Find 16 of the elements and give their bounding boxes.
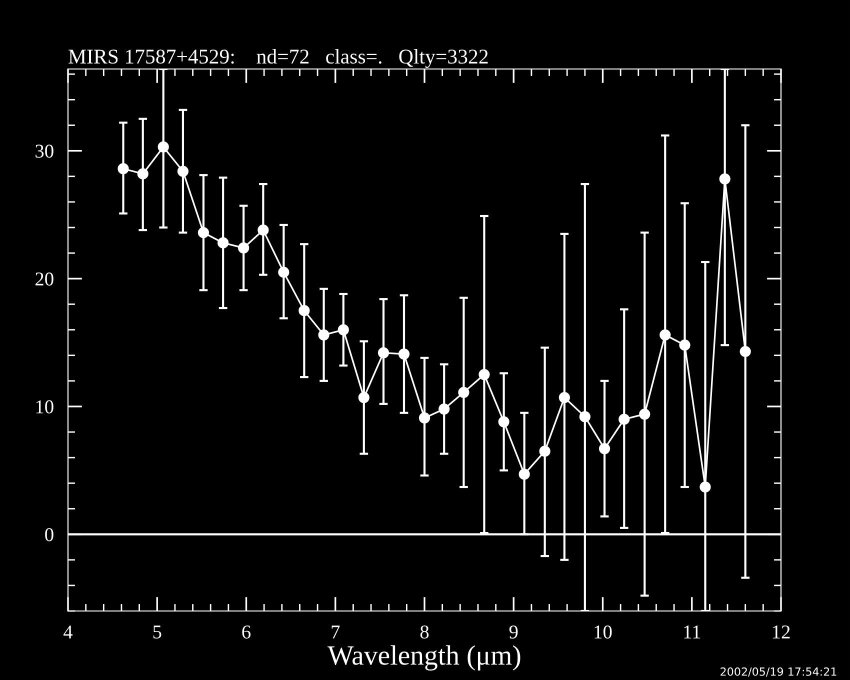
x-tick-label: 7 — [332, 626, 340, 638]
x-tick-label: 10 — [594, 625, 612, 639]
y-tick-label: 20 — [36, 272, 54, 286]
x-tick-label: 5 — [153, 626, 162, 639]
y-tick-label: 10 — [36, 400, 54, 414]
text: 2002/05/19 17:54:21 — [720, 667, 836, 677]
y-tick-label: 30 — [36, 144, 54, 158]
x-axis-title: Wavelength (μm) — [328, 645, 520, 671]
y-tick-label: 0 — [45, 528, 54, 542]
x-tick-label: 11 — [684, 626, 700, 638]
x-tick-label: 6 — [242, 626, 251, 639]
x-tick-label: 4 — [64, 626, 73, 638]
x-tick-label: 12 — [772, 626, 790, 638]
chart-title: MIRS 17587+4529: nd=72 class=. Qlty=3322 — [68, 48, 488, 68]
x-tick-label: 8 — [420, 625, 429, 639]
x-tick-label: 9 — [509, 626, 518, 639]
